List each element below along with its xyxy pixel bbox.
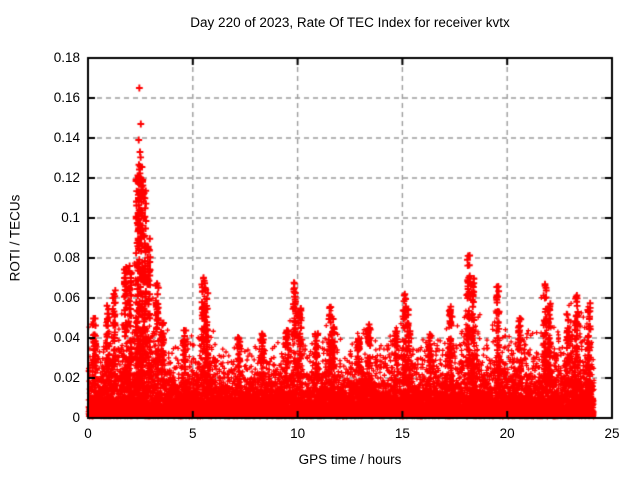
x-axis-title: GPS time / hours bbox=[298, 452, 402, 467]
chart-title: Day 220 of 2023, Rate Of TEC Index for r… bbox=[190, 15, 510, 30]
y-tick-label: 0.02 bbox=[53, 370, 80, 385]
x-tick-label: 10 bbox=[290, 426, 306, 441]
x-tick-label: 25 bbox=[604, 426, 620, 441]
y-tick-label: 0.16 bbox=[53, 90, 80, 105]
y-tick-label: 0.12 bbox=[53, 170, 80, 185]
y-tick-label: 0.04 bbox=[53, 330, 80, 345]
y-tick-label: 0.18 bbox=[53, 50, 80, 65]
y-tick-label: 0.14 bbox=[53, 130, 80, 145]
x-tick-label: 0 bbox=[84, 426, 92, 441]
y-tick-label: 0.1 bbox=[61, 210, 80, 225]
y-tick-label: 0.06 bbox=[53, 290, 80, 305]
x-tick-label: 15 bbox=[394, 426, 410, 441]
x-tick-label: 20 bbox=[499, 426, 515, 441]
y-tick-label: 0.08 bbox=[53, 250, 80, 265]
y-tick-label: 0 bbox=[72, 410, 80, 425]
x-tick-label: 5 bbox=[189, 426, 197, 441]
y-axis-title: ROTI / TECUs bbox=[7, 194, 23, 282]
